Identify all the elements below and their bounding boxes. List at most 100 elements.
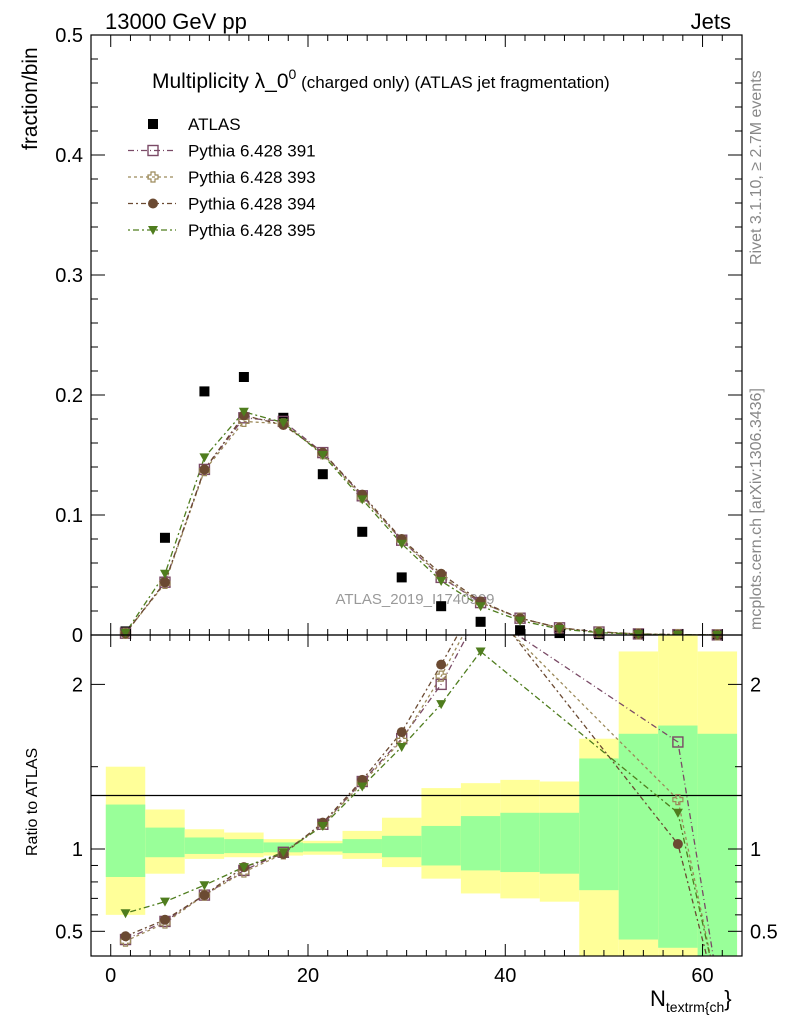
data-point-ref	[396, 572, 407, 583]
chart-title-main: Multiplicity λ_0	[152, 70, 289, 93]
ratio-y-tick-label: 1	[72, 839, 83, 861]
inner-band	[421, 825, 461, 866]
chart-title-superscript: 0	[289, 66, 297, 82]
ratio-y-tick-label-right: 1	[750, 839, 761, 861]
y-axis-label: fraction/bin	[19, 47, 42, 150]
legend-label-ref: ATLAS	[188, 115, 241, 134]
data-point-s395	[593, 628, 604, 638]
inner-band	[658, 725, 698, 948]
data-point-ref	[159, 532, 170, 543]
data-point-ref	[515, 625, 526, 636]
inner-band	[303, 843, 343, 852]
series-line-s391	[124, 417, 718, 636]
ratio-point-s393	[672, 794, 684, 806]
x-tick-label: 40	[494, 965, 516, 987]
inner-band	[105, 804, 146, 877]
x-axis-label-sub: textrm{ch	[666, 999, 724, 1015]
ratio-y-tick-label-right: 0.5	[750, 921, 778, 943]
series-line-s394	[124, 414, 718, 636]
ratio-frame	[90, 634, 743, 957]
ratio-point-s395	[475, 647, 486, 657]
ratio-point-s395	[278, 848, 289, 858]
y-tick-label: 0.5	[55, 25, 83, 47]
data-point-s395	[475, 602, 486, 612]
ratio-point-s391	[435, 678, 447, 691]
data-point-s395	[317, 451, 328, 460]
ratio-panel: 0.5 0.51 12 20 20 40 60 Ratio to ATLAS	[24, 634, 778, 987]
ratio-point-s395	[159, 897, 170, 907]
legend-marker-s394	[148, 198, 158, 209]
data-point-s395	[357, 495, 368, 505]
ratio-point-s391	[672, 736, 684, 748]
ratio-series-markers	[119, 647, 684, 947]
data-point-s394	[436, 568, 447, 579]
data-point-ref	[475, 616, 486, 627]
inner-band	[381, 835, 422, 858]
legend-label-s395: Pythia 6.428 395	[188, 221, 316, 240]
ratio-y-tick-label: 0.5	[55, 921, 83, 943]
ratio-point-s394	[120, 931, 131, 942]
category-label: Jets	[691, 9, 731, 34]
data-point-s395	[554, 625, 565, 634]
y-tick-label: 0	[72, 625, 83, 647]
data-point-ref	[199, 386, 210, 397]
x-tick-label: 60	[691, 965, 713, 987]
main-series-markers	[119, 372, 724, 641]
inner-band	[697, 733, 738, 956]
y-tick-label: 0.1	[55, 505, 83, 527]
ratio-point-s394	[672, 839, 683, 850]
legend-marker-ref	[148, 119, 158, 129]
inner-band	[460, 816, 501, 871]
x-axis-label: Ntextrm{ch}	[650, 986, 732, 1015]
energy-label: 13000 GeV pp	[105, 9, 247, 34]
ratio-point-s395	[672, 808, 683, 818]
legend: ATLAS Pythia 6.428 391 Pythia 6.428 393 Pyt…	[128, 115, 316, 240]
inner-band	[184, 837, 225, 854]
ratio-point-s394	[159, 914, 170, 925]
ratio-line-s395	[125, 650, 711, 956]
inner-band	[342, 839, 382, 854]
ratio-point-s395	[396, 742, 407, 752]
legend-label-s394: Pythia 6.428 394	[188, 195, 316, 214]
legend-marker-s391	[147, 144, 159, 157]
data-point-s395	[396, 539, 407, 549]
data-point-ref	[357, 526, 368, 537]
legend-marker-s395	[148, 226, 158, 235]
data-point-s395	[159, 569, 170, 579]
y-tick-label: 0.4	[55, 145, 83, 167]
data-point-s395	[238, 407, 249, 417]
chart-title-rest: (charged only) (ATLAS jet fragmentation)	[296, 73, 609, 92]
inner-band	[145, 827, 185, 858]
ratio-y-tick-label: 2	[72, 674, 83, 696]
data-point-ref	[238, 372, 249, 382]
data-point-ref	[436, 601, 447, 612]
ratio-point-s395	[357, 782, 368, 792]
data-point-ref	[317, 469, 328, 480]
main-panel: ATLAS_2019_I1740909 0 0.1 0.2 0.3 0.4 0.5 Mul…	[19, 25, 743, 647]
inner-band	[224, 839, 264, 854]
series-line-s395	[124, 411, 718, 636]
x-axis-label-end: }	[724, 986, 731, 1011]
analysis-watermark: ATLAS_2019_I1740909	[335, 591, 494, 608]
ratio-point-s394	[436, 659, 447, 670]
ratio-point-s395	[238, 863, 249, 873]
data-point-s395	[278, 418, 289, 428]
ratio-point-s394	[199, 890, 210, 901]
data-point-s394	[199, 464, 210, 475]
data-point-ref	[278, 412, 289, 423]
ratio-uncertainty-bands	[105, 635, 738, 956]
y-tick-label: 0.2	[55, 385, 83, 407]
x-tick-label: 0	[105, 965, 116, 987]
x-axis-label-main: N	[650, 986, 666, 1011]
ratio-point-s395	[120, 909, 131, 919]
inner-band	[500, 812, 540, 873]
ratio-axes: 0.5 0.51 12 20 20 40 60	[55, 634, 778, 987]
data-point-s395	[199, 453, 210, 463]
legend-marker-s393	[147, 171, 159, 183]
main-axes: 0 0.1 0.2 0.3 0.4 0.5	[55, 25, 743, 647]
ratio-point-s395	[199, 881, 210, 891]
data-point-s395	[515, 616, 526, 626]
source-label: mcplots.cern.ch [arXiv:1306.3436]	[748, 388, 765, 630]
legend-label-s391: Pythia 6.428 391	[188, 142, 316, 161]
